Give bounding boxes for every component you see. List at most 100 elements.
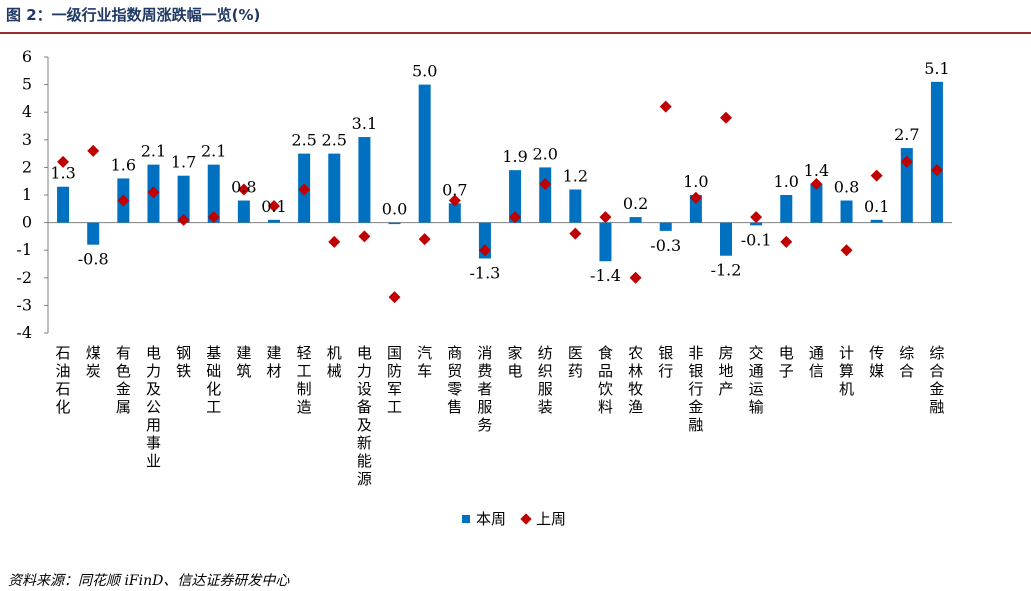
category-label-char: 金 bbox=[688, 398, 703, 416]
y-tick-label: 5 bbox=[22, 75, 32, 94]
category-label-char: 工 bbox=[387, 398, 402, 416]
category-label-char: 工 bbox=[297, 362, 312, 380]
bar-data-label: 5.0 bbox=[412, 62, 437, 81]
category-label-char: 费 bbox=[477, 362, 492, 380]
category-label-char: 基 bbox=[206, 344, 221, 362]
category-label-char: 钢 bbox=[176, 344, 191, 362]
bar bbox=[840, 200, 853, 223]
bar bbox=[177, 175, 190, 223]
bar bbox=[930, 81, 943, 223]
bar bbox=[57, 186, 70, 223]
category-label-char: 行 bbox=[658, 362, 673, 380]
category-label-char: 服 bbox=[538, 380, 553, 398]
category-label-char: 材 bbox=[266, 362, 281, 380]
category-label-char: 地 bbox=[718, 362, 733, 380]
marker-point bbox=[177, 213, 190, 226]
bar-data-label: 2.1 bbox=[141, 142, 166, 161]
category-label-char: 源 bbox=[357, 470, 372, 488]
category-label-char: 公 bbox=[146, 398, 161, 416]
category-label-char: 制 bbox=[297, 380, 312, 398]
category-label-char: 药 bbox=[568, 362, 583, 380]
category-label-char: 综 bbox=[899, 344, 914, 362]
y-tick-label: 6 bbox=[22, 47, 32, 66]
bar-data-label: -1.4 bbox=[590, 266, 621, 285]
category-label-char: 电 bbox=[508, 362, 523, 380]
category-label-char: 铁 bbox=[176, 362, 191, 380]
bar bbox=[328, 153, 341, 223]
category-label-char: 商 bbox=[447, 344, 462, 362]
title-divider bbox=[0, 32, 1031, 34]
bar-data-label: 0.0 bbox=[382, 200, 407, 219]
y-tick-label: 0 bbox=[22, 213, 32, 232]
category-label-char: 合 bbox=[929, 362, 944, 380]
category-label-char: 饮 bbox=[598, 380, 613, 398]
category-label-char: 工 bbox=[206, 398, 221, 416]
label-layer: 1.3 -0.8 1.6 2.1 1.7 2.1 0.8 0.1 2.5 2.5 3.1 0.0 5.0… bbox=[50, 59, 949, 285]
marker-point bbox=[147, 186, 160, 199]
marker-point bbox=[117, 194, 130, 207]
bar-data-label: 1.7 bbox=[171, 153, 196, 172]
category-label-char: 石 bbox=[56, 344, 71, 362]
category-label-char: 及 bbox=[146, 380, 161, 398]
bar bbox=[720, 222, 732, 256]
category-label-char: 设 bbox=[357, 380, 372, 398]
y-tick-label: -1 bbox=[16, 240, 32, 259]
category-label-char: 产 bbox=[718, 380, 733, 398]
category-label-char: 装 bbox=[538, 398, 553, 416]
category-label-char: 础 bbox=[206, 362, 221, 380]
category-label-char: 汽 bbox=[417, 344, 432, 362]
category-label-char: 力 bbox=[357, 362, 372, 380]
y-tick-label: -3 bbox=[16, 295, 32, 314]
category-label-char: 机 bbox=[327, 344, 342, 362]
category-label-char: 房 bbox=[718, 344, 733, 362]
category-label-char: 务 bbox=[477, 416, 492, 434]
category-label-char: 通 bbox=[749, 362, 764, 380]
bar bbox=[87, 222, 100, 245]
bar-data-label: 1.0 bbox=[774, 172, 799, 191]
axis-layer: -4 -3 -2 -1 0 1 2 3 4 5 6 bbox=[16, 47, 952, 342]
category-label-char: 金 bbox=[116, 380, 131, 398]
marker-point bbox=[840, 244, 853, 257]
bar-data-label: 2.1 bbox=[201, 142, 226, 161]
category-label-char: 建 bbox=[236, 344, 251, 362]
bar-data-label: 1.3 bbox=[50, 164, 75, 183]
bar-data-label: 1.4 bbox=[804, 161, 829, 180]
bar-data-label: -0.8 bbox=[78, 250, 109, 269]
category-label-char: 石 bbox=[56, 380, 71, 398]
category-label-char: 子 bbox=[779, 362, 794, 380]
legend: 本周 上周 bbox=[462, 508, 566, 529]
category-label-char: 属 bbox=[116, 398, 131, 416]
source-note: 资料来源：同花顺 iFinD、信达证券研发中心 bbox=[8, 573, 290, 589]
marker-point bbox=[900, 155, 913, 168]
bar bbox=[448, 203, 461, 223]
marker-point bbox=[57, 155, 70, 168]
category-label-char: 银 bbox=[658, 344, 673, 362]
category-label-char: 电 bbox=[779, 344, 794, 362]
category-label-char: 及 bbox=[357, 416, 372, 434]
category-label-char: 煤 bbox=[86, 344, 101, 362]
bar bbox=[539, 167, 552, 223]
legend-marker-label: 上周 bbox=[536, 510, 567, 528]
category-label-char: 炭 bbox=[86, 362, 101, 380]
bar-data-label: 3.1 bbox=[352, 114, 377, 133]
marker-point bbox=[418, 233, 431, 246]
y-tick-label: -2 bbox=[16, 268, 32, 287]
category-label-char: 输 bbox=[749, 398, 764, 416]
category-label-char: 品 bbox=[598, 362, 613, 380]
category-label-char: 造 bbox=[297, 398, 312, 416]
category-label-layer: 石油石化煤炭有色金属电力及公用事业钢铁基础化工建筑建材轻工制造机械电力设备及新能… bbox=[56, 344, 945, 488]
category-label-char: 筑 bbox=[236, 362, 251, 380]
category-label-char: 传 bbox=[869, 344, 884, 362]
marker-point bbox=[207, 211, 220, 224]
category-label-char: 服 bbox=[477, 398, 492, 416]
category-label-char: 色 bbox=[116, 362, 131, 380]
marker-point bbox=[870, 169, 883, 182]
bar-data-label: 0.1 bbox=[864, 197, 889, 216]
category-label-char: 贸 bbox=[447, 362, 462, 380]
bar-layer bbox=[57, 81, 943, 262]
bar-data-label: 0.7 bbox=[442, 180, 467, 199]
category-label-char: 牧 bbox=[628, 380, 643, 398]
marker-layer bbox=[57, 100, 943, 304]
y-tick-label: 3 bbox=[22, 130, 32, 149]
marker-point bbox=[298, 183, 311, 196]
